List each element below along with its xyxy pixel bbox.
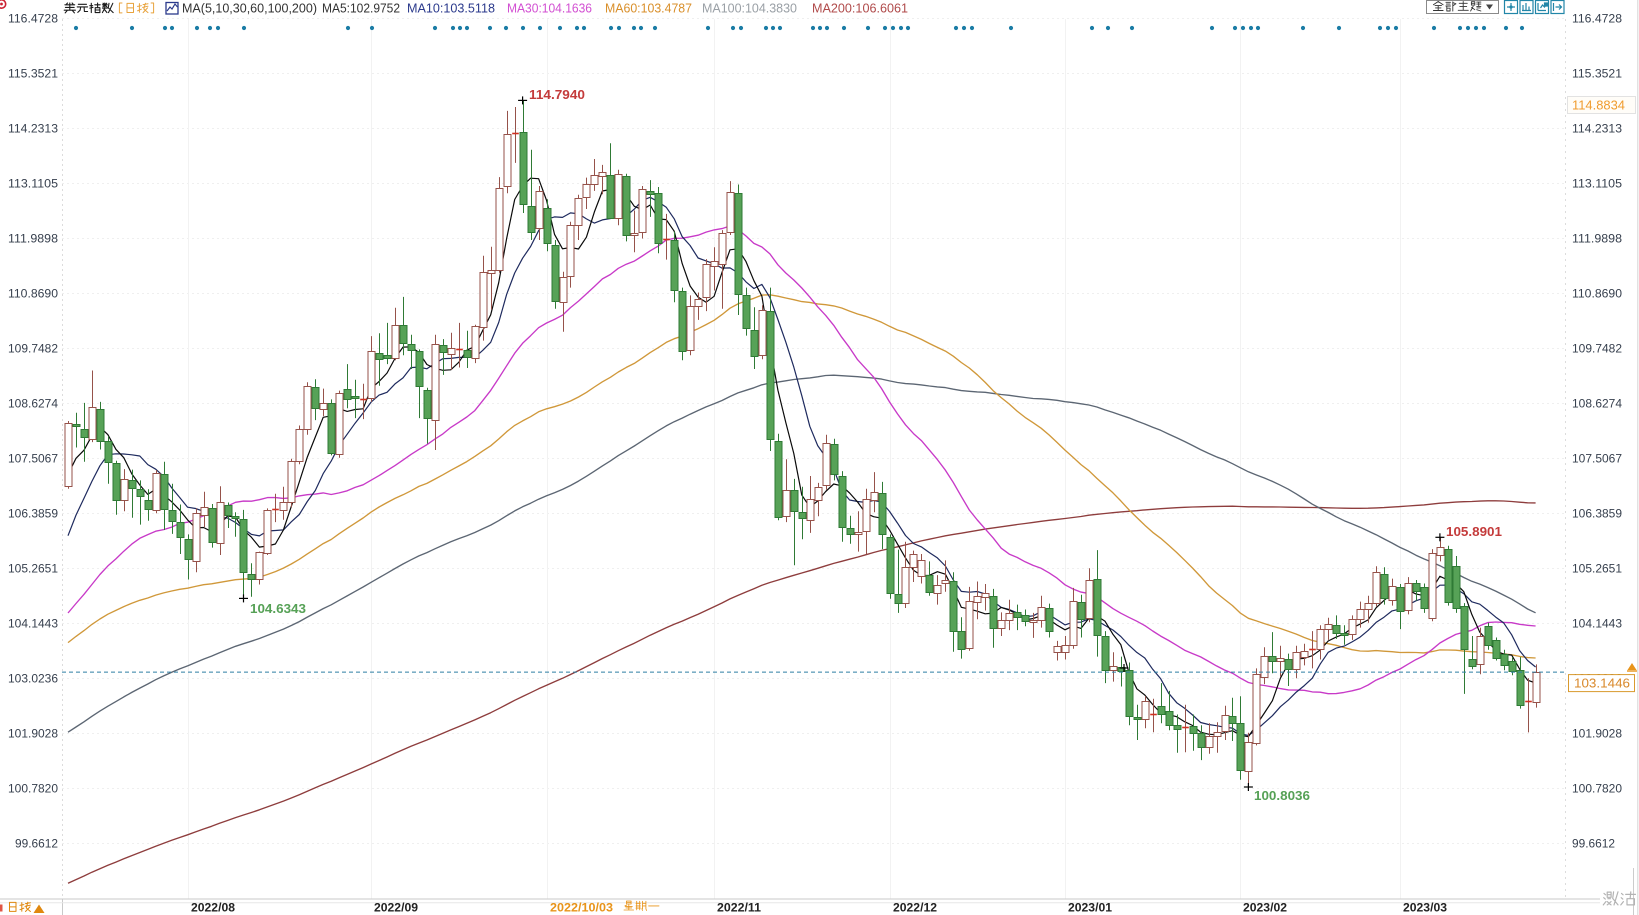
svg-text:111.9898: 111.9898	[1572, 232, 1622, 246]
svg-text:107.5067: 107.5067	[1572, 452, 1622, 466]
svg-text:MA60:103.4787: MA60:103.4787	[605, 1, 692, 16]
svg-text:109.7482: 109.7482	[1572, 342, 1622, 356]
svg-text:104.1443: 104.1443	[8, 617, 58, 631]
svg-text:116.4728: 116.4728	[1572, 12, 1622, 26]
svg-text:2023/02: 2023/02	[1243, 901, 1287, 915]
svg-text:2023/03: 2023/03	[1403, 901, 1447, 915]
svg-text:114.2313: 114.2313	[8, 122, 58, 136]
svg-text:103.1446: 103.1446	[1574, 676, 1630, 691]
svg-text:101.9028: 101.9028	[8, 727, 58, 741]
svg-text:MA30:104.1636: MA30:104.1636	[507, 1, 592, 16]
svg-text:109.7482: 109.7482	[8, 342, 58, 356]
svg-text:2022/09: 2022/09	[374, 901, 418, 915]
svg-text:2022/08: 2022/08	[191, 901, 235, 915]
svg-text:99.6612: 99.6612	[15, 837, 58, 851]
svg-text:104.1443: 104.1443	[1572, 617, 1622, 631]
svg-text:105.2651: 105.2651	[1572, 562, 1622, 576]
svg-text:114.8834: 114.8834	[1572, 98, 1625, 113]
svg-text:99.6612: 99.6612	[1572, 837, 1615, 851]
svg-text:114.2313: 114.2313	[1572, 122, 1622, 136]
svg-text:105.2651: 105.2651	[8, 562, 58, 576]
svg-text:116.4728: 116.4728	[8, 12, 58, 26]
svg-text:110.8690: 110.8690	[1572, 287, 1622, 301]
svg-text:100.7820: 100.7820	[8, 782, 58, 796]
svg-text:MA(5,10,30,60,100,200): MA(5,10,30,60,100,200)	[182, 1, 317, 16]
svg-text:111.9898: 111.9898	[8, 232, 58, 246]
svg-text:115.3521: 115.3521	[8, 67, 58, 81]
svg-text:MA10:103.5118: MA10:103.5118	[407, 1, 495, 16]
svg-text:101.9028: 101.9028	[1572, 727, 1622, 741]
svg-text:108.6274: 108.6274	[8, 397, 58, 411]
svg-text:106.3859: 106.3859	[8, 507, 58, 521]
svg-text:2022/10/03: 2022/10/03	[550, 901, 613, 915]
svg-text:MA200:106.6061: MA200:106.6061	[812, 1, 908, 16]
svg-text:2022/11: 2022/11	[717, 901, 761, 915]
svg-text:2022/12: 2022/12	[893, 901, 937, 915]
svg-text:115.3521: 115.3521	[1572, 67, 1622, 81]
svg-text:113.1105: 113.1105	[8, 177, 58, 191]
svg-text:107.5067: 107.5067	[8, 452, 58, 466]
svg-text:113.1105: 113.1105	[1572, 177, 1622, 191]
svg-text:114.7940: 114.7940	[529, 87, 585, 102]
svg-text:104.6343: 104.6343	[250, 601, 306, 616]
svg-text:2023/01: 2023/01	[1068, 901, 1112, 915]
svg-text:MA100:104.3830: MA100:104.3830	[702, 1, 797, 16]
svg-text:106.3859: 106.3859	[1572, 507, 1622, 521]
svg-text:100.8036: 100.8036	[1254, 788, 1310, 803]
svg-text:110.8690: 110.8690	[8, 287, 58, 301]
svg-text:103.0236: 103.0236	[8, 672, 58, 686]
svg-text:100.7820: 100.7820	[1572, 782, 1622, 796]
svg-text:MA5:102.9752: MA5:102.9752	[322, 1, 400, 16]
svg-text:108.6274: 108.6274	[1572, 397, 1622, 411]
svg-text:105.8901: 105.8901	[1446, 524, 1502, 539]
